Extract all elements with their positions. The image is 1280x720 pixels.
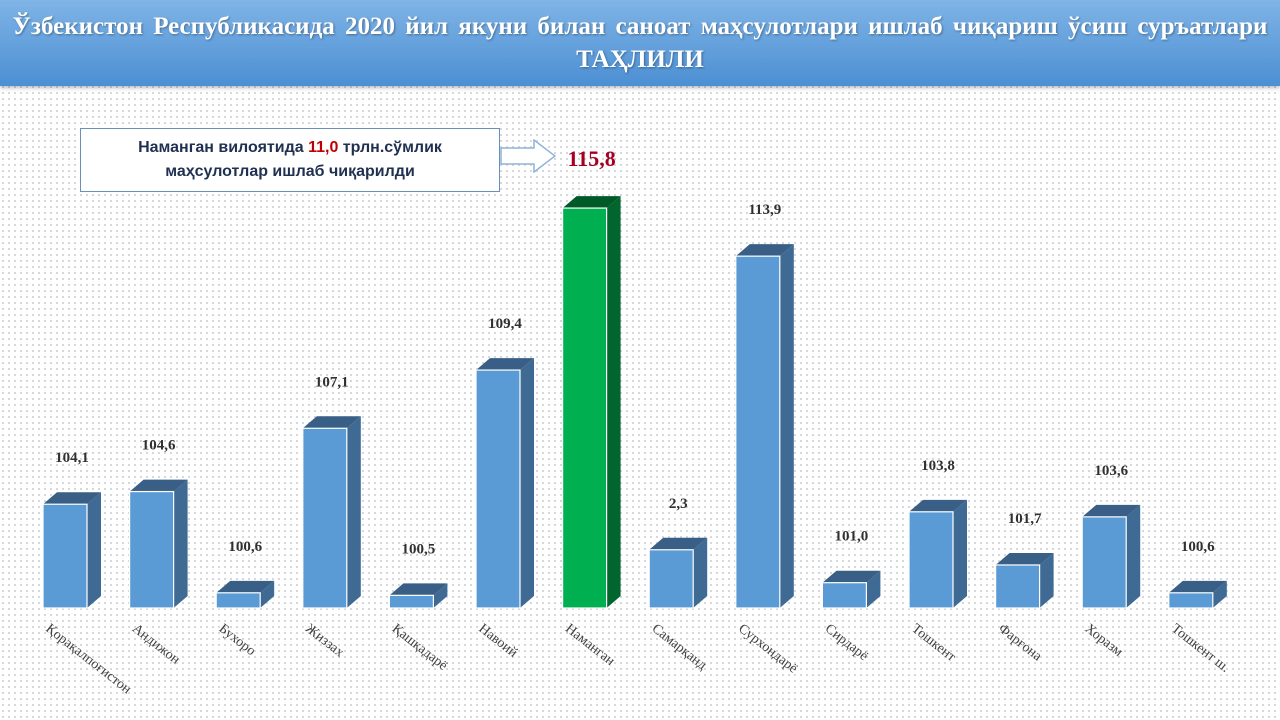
category-label-13: Тошкент ш. <box>1168 621 1232 676</box>
category-label-11: Фарғона <box>995 621 1045 665</box>
category-label-8: Сурхондарё <box>735 621 800 676</box>
bar-7 <box>648 549 694 609</box>
bar-side-7 <box>693 537 708 608</box>
bar-side-5 <box>520 358 534 608</box>
value-label-13: 100,6 <box>1181 539 1215 555</box>
value-label-8: 113,9 <box>748 202 781 218</box>
bar-side-8 <box>779 244 794 608</box>
bar-11 <box>994 564 1041 609</box>
category-label-3: Жиззах <box>302 621 346 660</box>
category-label-9: Сирдарё <box>822 621 871 664</box>
callout-arrow-icon <box>500 139 556 173</box>
bar-top-12 <box>1082 504 1141 517</box>
callout-highlight-value: 11,0 <box>308 139 339 156</box>
category-label-2: Бухоро <box>216 621 258 659</box>
bar-side-9 <box>866 570 881 608</box>
value-label-7: 2,3 <box>669 496 688 512</box>
value-label-1: 104,6 <box>142 438 176 454</box>
callout-text-3: маҳсулотлар ишлаб чиқарилди <box>165 163 415 180</box>
category-label-10: Тошкент <box>909 621 959 665</box>
value-label-0: 104,1 <box>55 450 89 466</box>
callout-box: Наманган вилоятида 11,0 трлн.сўмлик маҳс… <box>80 128 500 192</box>
bar-8 <box>735 255 781 609</box>
bar-side-4 <box>433 583 448 608</box>
bar-3 <box>302 427 348 609</box>
bar-12 <box>1081 516 1127 609</box>
title-line-1: Ўзбекистон Республикасида 2020 йил якуни… <box>12 13 1268 40</box>
bar-side-10 <box>953 499 967 608</box>
callout-text-2: трлн.сўмлик <box>338 139 442 156</box>
bar-side-11 <box>1039 552 1054 608</box>
bar-13 <box>1168 592 1214 609</box>
bar-top-8 <box>735 244 794 257</box>
value-label-6: 115,8 <box>567 146 615 171</box>
value-label-9: 101,0 <box>835 529 869 545</box>
category-label-0: Қорақалпоғистон <box>43 621 135 697</box>
page-title: Ўзбекистон Республикасида 2020 йил якуни… <box>10 10 1270 76</box>
bar-top-11 <box>995 552 1054 565</box>
bar-5 <box>475 369 521 609</box>
bar-top-7 <box>649 537 708 550</box>
bar-6 <box>561 207 608 609</box>
bar-side-0 <box>87 492 101 608</box>
category-label-6: Наманган <box>562 621 618 669</box>
bar-top-5 <box>476 358 534 371</box>
bar-9 <box>821 582 868 609</box>
bar-10 <box>908 511 954 609</box>
bar-4 <box>388 594 434 609</box>
bar-top-9 <box>822 570 881 583</box>
bar-0 <box>42 503 88 609</box>
header-banner: Ўзбекистон Республикасида 2020 йил якуни… <box>0 0 1280 86</box>
bar-side-3 <box>346 416 361 608</box>
category-label-4: Қашқадарё <box>389 621 450 673</box>
bar-side-12 <box>1126 504 1141 608</box>
value-label-2: 100,6 <box>228 539 262 555</box>
bar-top-0 <box>43 492 101 505</box>
bar-top-13 <box>1168 580 1227 593</box>
value-label-12: 103,6 <box>1094 463 1128 479</box>
value-label-5: 109,4 <box>488 316 522 332</box>
value-label-10: 103,8 <box>921 458 955 474</box>
bar-top-4 <box>389 583 448 596</box>
callout-text-1: Наманган вилоятида <box>138 139 309 156</box>
value-label-3: 107,1 <box>315 374 349 390</box>
value-label-4: 100,5 <box>402 541 436 557</box>
bar-side-2 <box>260 580 275 608</box>
category-label-1: Андижон <box>129 621 183 668</box>
bar-1 <box>129 490 175 609</box>
bar-side-1 <box>173 479 188 608</box>
category-label-5: Навоий <box>476 621 521 661</box>
bar-top-2 <box>216 580 275 593</box>
category-label-12: Хоразм <box>1082 621 1126 660</box>
category-label-7: Самарқанд <box>649 621 710 673</box>
value-label-11: 101,7 <box>1008 511 1042 527</box>
bar-side-13 <box>1212 580 1227 608</box>
title-line-2: ТАҲЛИЛИ <box>576 46 704 73</box>
bar-top-3 <box>302 416 361 429</box>
bar-top-10 <box>909 499 967 512</box>
bar-side-6 <box>606 196 621 608</box>
bar-top-6 <box>562 196 621 209</box>
bar-top-1 <box>129 479 188 492</box>
bar-2 <box>215 592 261 609</box>
